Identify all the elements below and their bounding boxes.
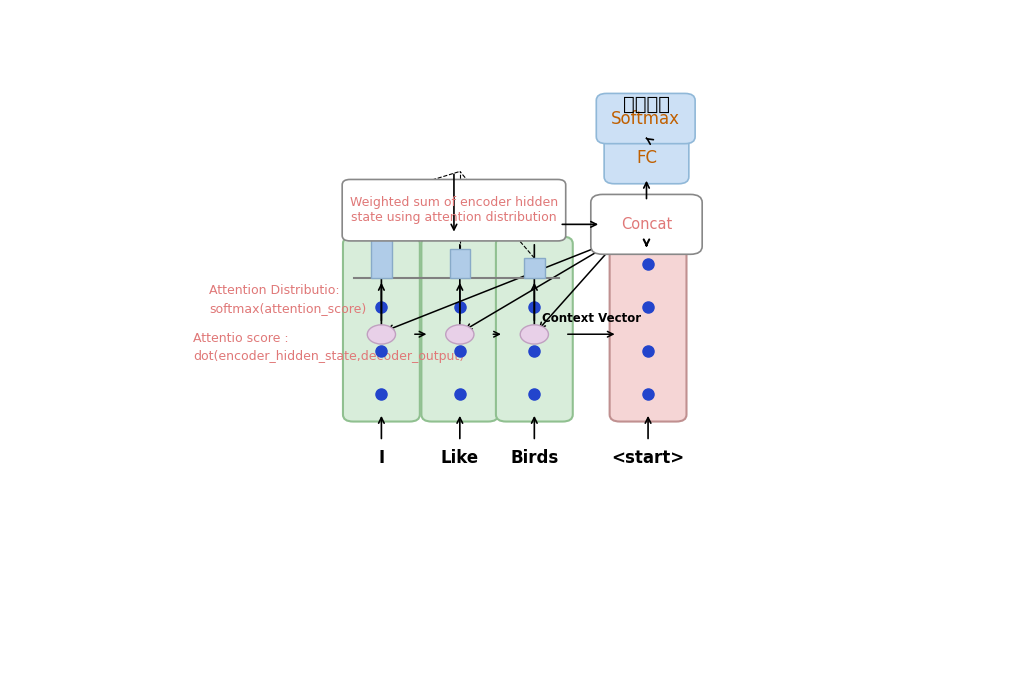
- Text: Like: Like: [441, 449, 478, 467]
- FancyBboxPatch shape: [595, 94, 695, 144]
- FancyBboxPatch shape: [495, 237, 572, 421]
- Text: Attentio score :
dot(encoder_hidden_state,decoder_output): Attentio score : dot(encoder_hidden_stat…: [193, 332, 464, 363]
- FancyBboxPatch shape: [590, 194, 702, 254]
- Text: Context Vector: Context Vector: [541, 312, 640, 325]
- FancyBboxPatch shape: [342, 180, 565, 241]
- Text: Attention Distributio:
softmax(attention_score): Attention Distributio: softmax(attention…: [208, 285, 366, 315]
- Circle shape: [367, 325, 395, 344]
- Text: FC: FC: [635, 149, 656, 167]
- FancyBboxPatch shape: [421, 237, 497, 421]
- Text: मलाई: मलाई: [623, 95, 669, 114]
- FancyBboxPatch shape: [609, 237, 685, 421]
- Text: I: I: [378, 449, 384, 467]
- Bar: [524, 258, 544, 278]
- Text: Birds: Birds: [510, 449, 558, 467]
- Text: Softmax: Softmax: [611, 110, 679, 128]
- Circle shape: [445, 325, 473, 344]
- Text: Weighted sum of encoder hidden
state using attention distribution: Weighted sum of encoder hidden state usi…: [350, 196, 557, 224]
- Bar: [449, 249, 469, 278]
- FancyBboxPatch shape: [343, 237, 420, 421]
- Text: <start>: <start>: [611, 449, 684, 467]
- Text: Concat: Concat: [621, 217, 671, 232]
- Bar: [371, 196, 391, 278]
- Circle shape: [520, 325, 548, 344]
- FancyBboxPatch shape: [604, 133, 688, 184]
